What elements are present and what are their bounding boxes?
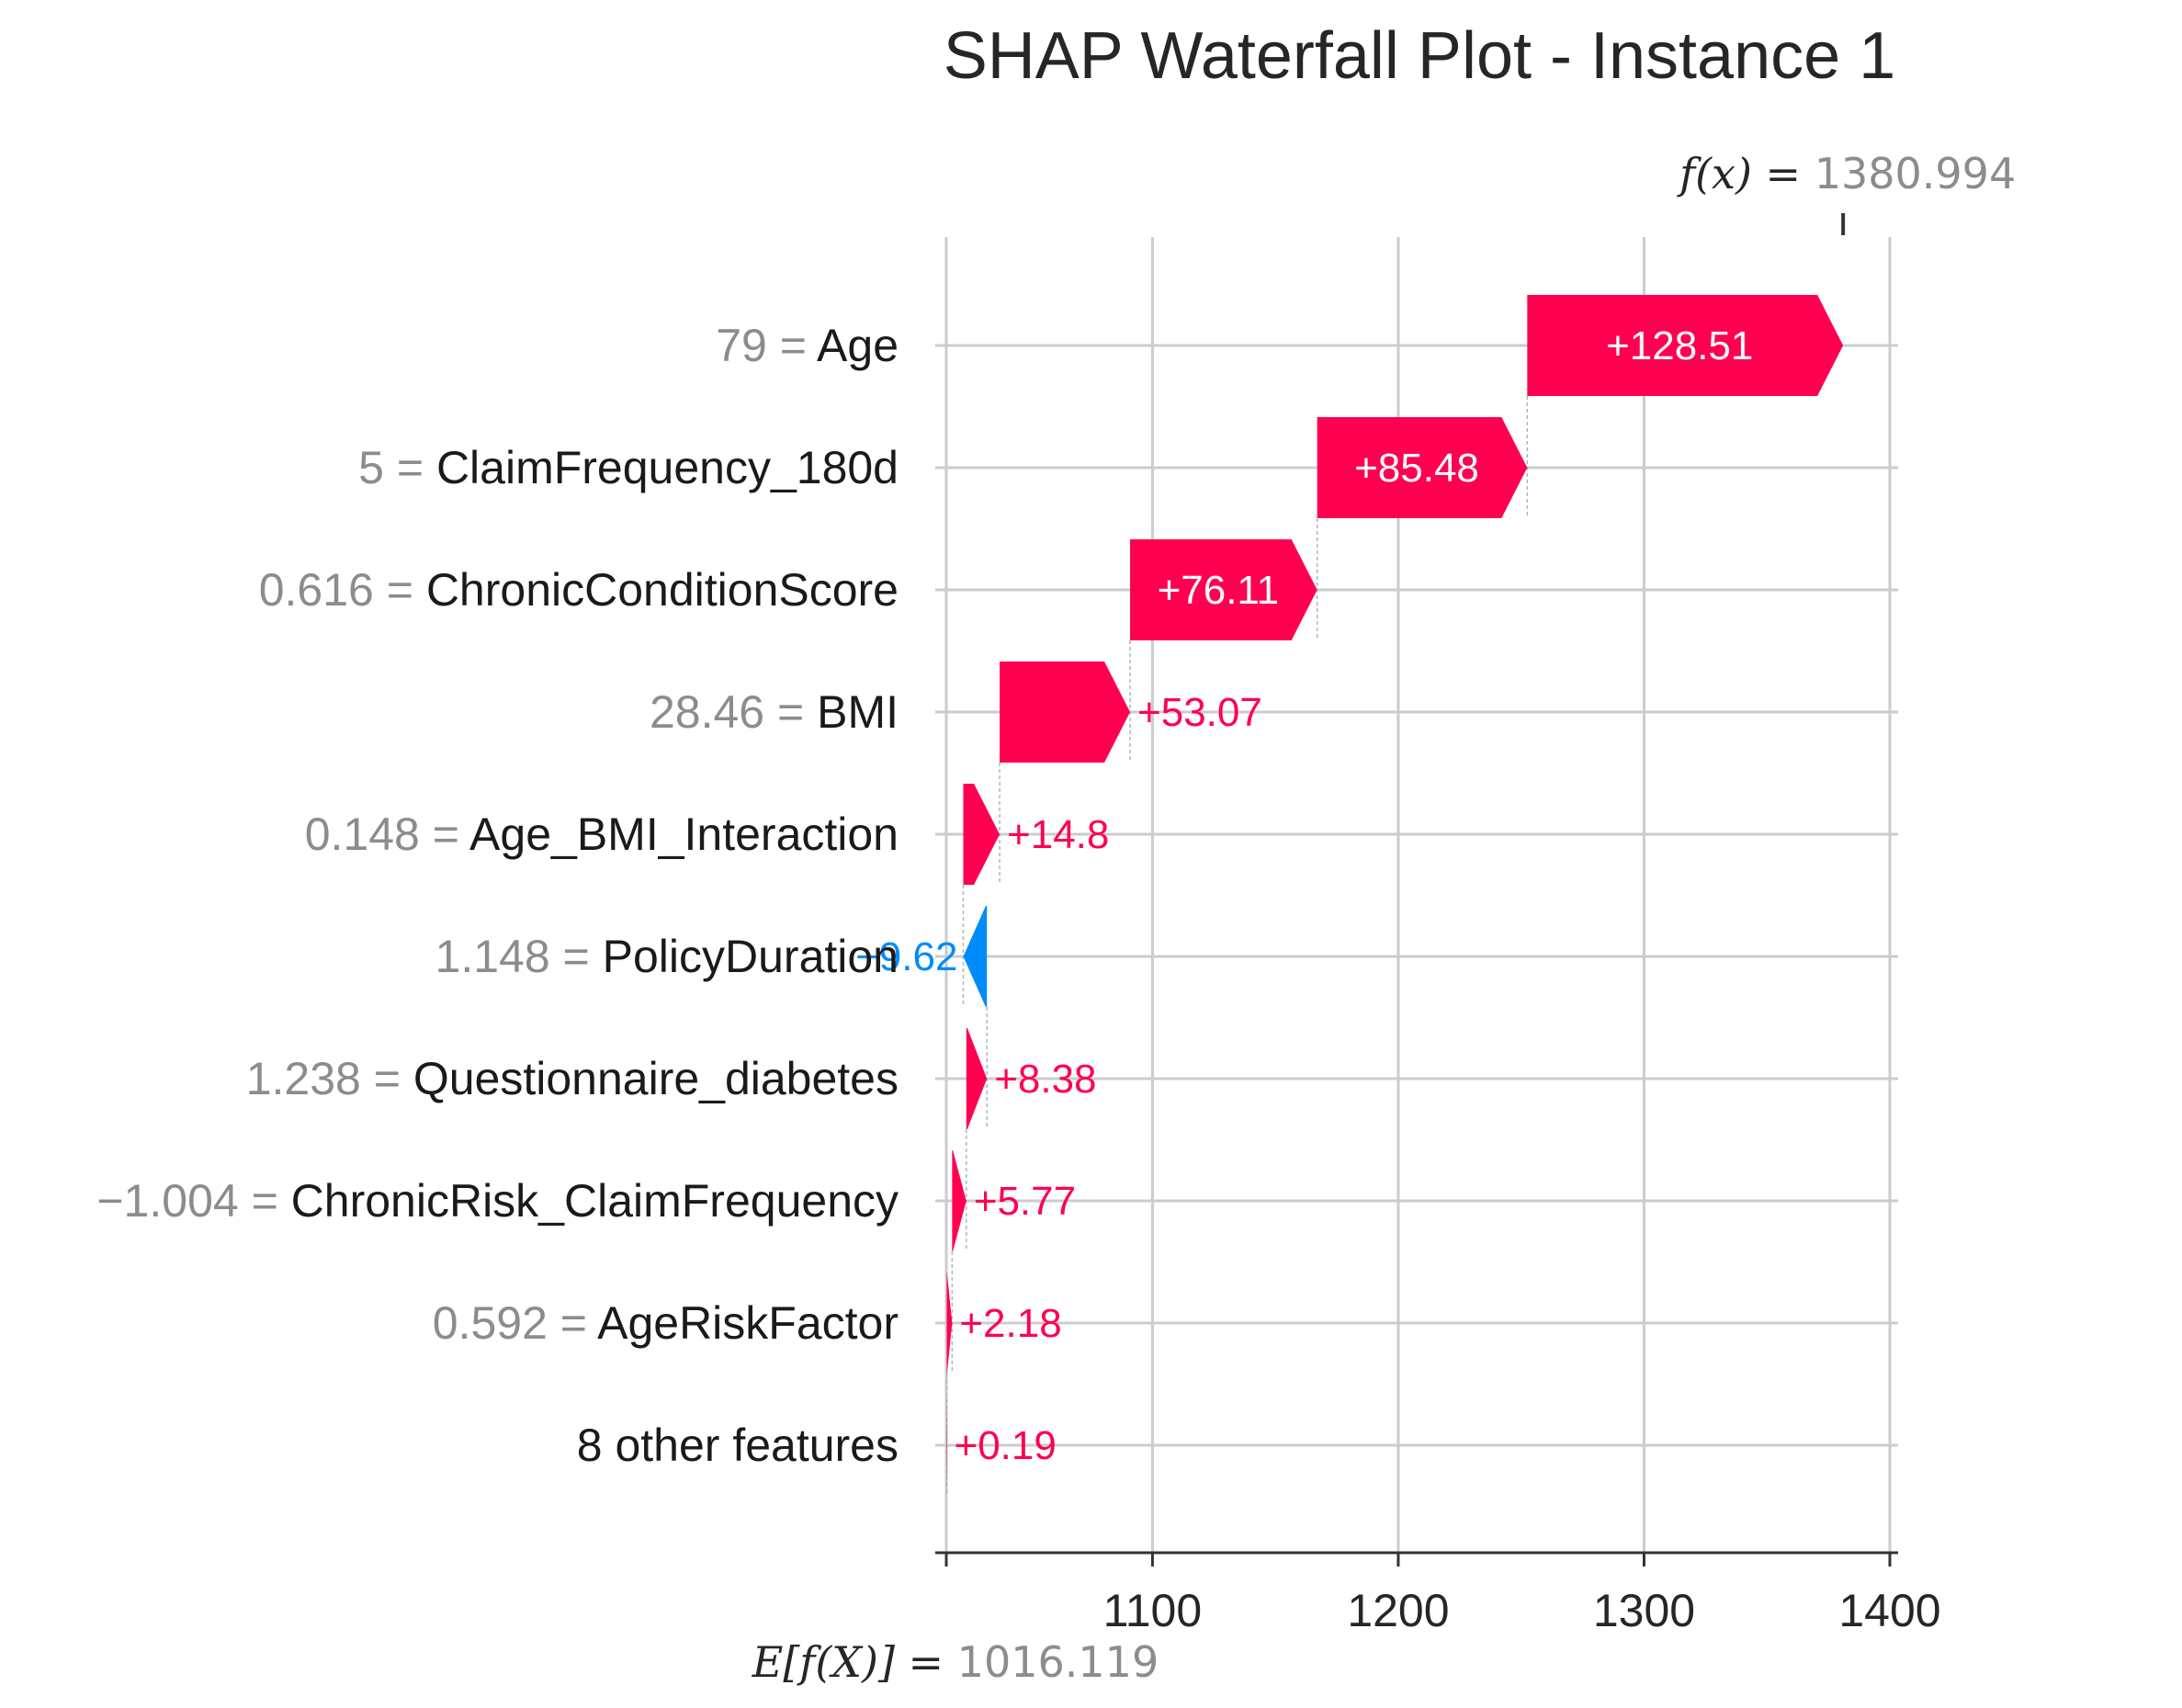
connector-lines xyxy=(945,396,1529,1496)
x-tick-label: 1200 xyxy=(1347,1585,1449,1636)
bar-value-label: +0.19 xyxy=(955,1423,1057,1468)
feature-name: Questionnaire_diabetes xyxy=(413,1053,899,1104)
feature-labels: 79 = Age 5 = ClaimFrequency_180d 0.616 = C… xyxy=(96,320,899,1471)
feature-value: 0.148 = xyxy=(305,809,469,860)
feature-value: 1.148 = xyxy=(435,931,603,982)
feature-value: 79 = xyxy=(716,320,817,371)
feature-value: 0.592 = xyxy=(433,1297,597,1349)
feature-value: 5 = xyxy=(358,442,436,493)
base-value-number: 1016.119 xyxy=(957,1637,1159,1687)
x-axis: 1100 1200 1300 1400 xyxy=(935,1551,1941,1636)
waterfall-bar xyxy=(946,1273,953,1374)
waterfall-bar xyxy=(952,1150,967,1251)
base-value-label: E[f(X)] = xyxy=(752,1637,957,1687)
bars-group: +128.51 +85.48 +76.11 +53.07 +14.8 −9.62 +8.38… xyxy=(855,295,1844,1496)
feature-label: 28.46 = BMI xyxy=(650,686,899,738)
feature-name: Age xyxy=(817,320,899,371)
waterfall-bar xyxy=(1130,539,1317,640)
bar-value-label: +128.51 xyxy=(1606,323,1753,368)
bar-value-label: −9.62 xyxy=(855,934,957,979)
x-tick-label: 1400 xyxy=(1838,1585,1940,1636)
waterfall-bar xyxy=(963,906,988,1007)
value-annotations: E[f(X)] = 1016.119 f(x) = 1380.994 xyxy=(752,149,2016,1687)
base-value-annotation: E[f(X)] = 1016.119 xyxy=(752,1637,1159,1687)
feature-name: ClaimFrequency_180d xyxy=(436,442,899,493)
feature-name: ChronicRisk_ClaimFrequency xyxy=(291,1175,899,1227)
feature-name: AgeRiskFactor xyxy=(597,1297,899,1349)
x-tick-label: 1300 xyxy=(1593,1585,1695,1636)
x-tick-label: 1100 xyxy=(1103,1585,1203,1636)
bar-value-label: +8.38 xyxy=(994,1057,1096,1102)
feature-name: ChronicConditionScore xyxy=(426,564,899,616)
grid-lines xyxy=(935,237,1898,1553)
feature-value: 0.616 = xyxy=(259,564,426,616)
feature-label: 0.592 = AgeRiskFactor xyxy=(433,1297,899,1349)
feature-label: 1.148 = PolicyDuration xyxy=(435,931,899,982)
waterfall-bar xyxy=(1317,417,1528,518)
feature-label: 0.148 = Age_BMI_Interaction xyxy=(305,809,899,860)
bar-value-label: +76.11 xyxy=(1158,568,1280,613)
feature-name: 8 other features xyxy=(577,1420,899,1471)
feature-label: 79 = Age xyxy=(716,320,899,371)
feature-label: 1.238 = Questionnaire_diabetes xyxy=(246,1053,899,1104)
feature-value: 1.238 = xyxy=(246,1053,413,1104)
output-value-number: 1380.994 xyxy=(1815,149,2017,198)
feature-value: 28.46 = xyxy=(650,686,817,738)
waterfall-bar xyxy=(946,1395,947,1496)
feature-name: BMI xyxy=(817,686,899,738)
output-value-label: f(x) = xyxy=(1677,149,1815,198)
feature-label: 5 = ClaimFrequency_180d xyxy=(358,442,899,493)
feature-name: PolicyDuration xyxy=(603,931,899,982)
chart-title: SHAP Waterfall Plot - Instance 1 xyxy=(944,19,1895,93)
bar-value-label: +53.07 xyxy=(1137,690,1262,735)
feature-name: Age_BMI_Interaction xyxy=(469,809,899,860)
bar-value-label: +2.18 xyxy=(959,1301,1061,1346)
output-value-annotation: f(x) = 1380.994 xyxy=(1677,149,2016,198)
feature-label: 0.616 = ChronicConditionScore xyxy=(259,564,899,616)
waterfall-bar xyxy=(1000,662,1131,763)
waterfall-bar xyxy=(1527,295,1844,396)
waterfall-bar xyxy=(966,1028,988,1129)
feature-label: 8 other features xyxy=(577,1420,899,1471)
bar-value-label: +5.77 xyxy=(974,1179,1076,1224)
feature-label: −1.004 = ChronicRisk_ClaimFrequency xyxy=(96,1175,899,1227)
waterfall-bar xyxy=(963,784,1001,885)
bar-value-label: +85.48 xyxy=(1354,446,1479,491)
bar-value-label: +14.8 xyxy=(1007,812,1109,857)
feature-value: −1.004 = xyxy=(96,1175,290,1227)
